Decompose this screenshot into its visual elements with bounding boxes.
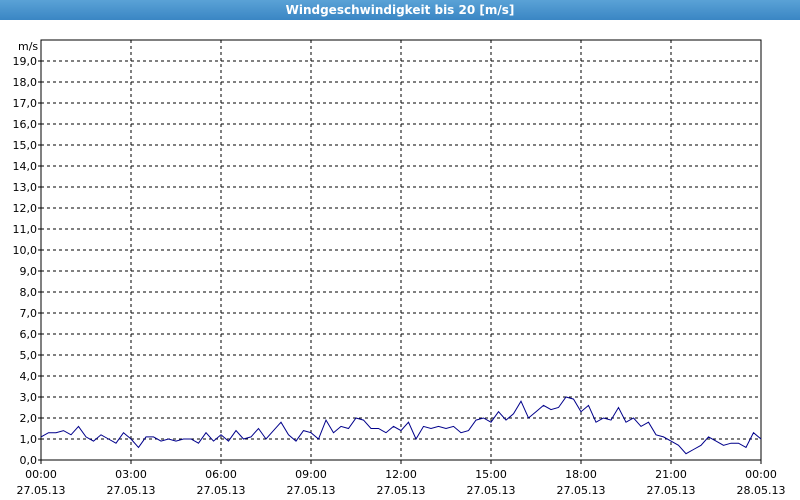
- y-unit: m/s: [18, 40, 38, 53]
- x-tick-label: 00:00: [25, 468, 57, 481]
- x-tick-date: 28.05.13: [737, 484, 786, 497]
- y-tick-label: 9,0: [20, 265, 38, 278]
- x-tick-date: 27.05.13: [467, 484, 516, 497]
- y-tick-label: 0,0: [20, 454, 38, 467]
- y-tick-label: 3,0: [20, 391, 38, 404]
- x-tick-date: 27.05.13: [197, 484, 246, 497]
- x-tick-date: 27.05.13: [107, 484, 156, 497]
- data-line: [40, 396, 762, 455]
- y-tick-label: 12,0: [13, 202, 38, 215]
- y-tick-label: 16,0: [13, 118, 38, 131]
- y-tick-label: 8,0: [20, 286, 38, 299]
- y-tick-label: 15,0: [13, 139, 38, 152]
- y-tick-label: 17,0: [13, 97, 38, 110]
- x-tick-date: 27.05.13: [557, 484, 606, 497]
- y-tick-label: 14,0: [13, 160, 38, 173]
- y-tick-label: 2,0: [20, 412, 38, 425]
- title-bar: Windgeschwindigkeit bis 20 [m/s]: [0, 0, 800, 20]
- x-tick-date: 27.05.13: [287, 484, 336, 497]
- y-tick-label: 7,0: [20, 307, 38, 320]
- y-tick-label: 5,0: [20, 349, 38, 362]
- y-tick-label: 18,0: [13, 76, 38, 89]
- y-tick-label: 10,0: [13, 244, 38, 257]
- y-tick-label: 6,0: [20, 328, 38, 341]
- y-tick-label: 1,0: [20, 433, 38, 446]
- x-tick-date: 27.05.13: [377, 484, 426, 497]
- x-tick-label: 09:00: [295, 468, 327, 481]
- x-tick-label: 03:00: [115, 468, 147, 481]
- x-tick-label: 21:00: [655, 468, 687, 481]
- x-tick-label: 15:00: [475, 468, 507, 481]
- x-tick-label: 12:00: [385, 468, 417, 481]
- x-tick-label: 18:00: [565, 468, 597, 481]
- y-tick-label: 11,0: [13, 223, 38, 236]
- x-tick-label: 00:00: [745, 468, 777, 481]
- plot-frame: [40, 39, 762, 461]
- x-tick-label: 06:00: [205, 468, 237, 481]
- y-tick-label: 19,0: [13, 55, 38, 68]
- y-tick-label: 13,0: [13, 181, 38, 194]
- y-tick-label: 4,0: [20, 370, 38, 383]
- x-tick-date: 27.05.13: [647, 484, 696, 497]
- x-tick-date: 27.05.13: [17, 484, 66, 497]
